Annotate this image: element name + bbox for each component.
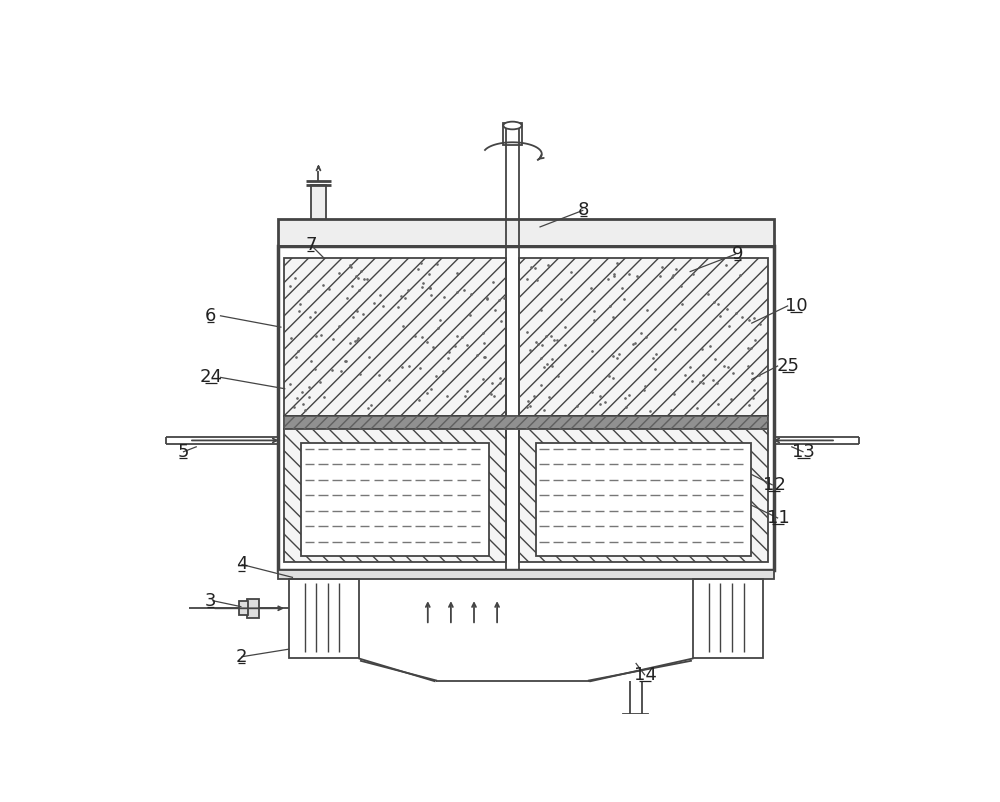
Bar [284,429,506,562]
Text: 2: 2 [236,648,247,666]
Bar [626,723,645,731]
Bar [247,599,259,618]
Bar [311,184,326,220]
Text: 10: 10 [785,297,807,314]
Bar [519,258,768,415]
Text: 6: 6 [205,306,216,325]
Bar [284,415,768,429]
Text: 8: 8 [578,201,589,219]
Bar [301,443,489,556]
Bar [278,246,774,569]
Bar [536,443,751,556]
Text: 4: 4 [236,556,247,573]
Text: 25: 25 [777,357,800,375]
Text: 3: 3 [205,592,216,610]
Bar [239,602,248,615]
Text: 5: 5 [177,443,189,461]
Text: 7: 7 [305,236,317,254]
Bar [623,714,648,723]
Text: 12: 12 [763,476,786,494]
Text: 11: 11 [767,509,790,527]
Bar [503,124,522,144]
Bar [289,579,359,658]
Bar [284,258,506,415]
Ellipse shape [503,122,522,129]
Bar [693,579,763,658]
Bar [519,429,768,562]
Bar [278,220,774,246]
Bar [278,569,774,579]
Text: 9: 9 [732,245,743,263]
Bar [284,415,768,429]
Text: 13: 13 [792,443,815,461]
Text: 24: 24 [199,368,222,387]
Text: 14: 14 [634,666,656,684]
